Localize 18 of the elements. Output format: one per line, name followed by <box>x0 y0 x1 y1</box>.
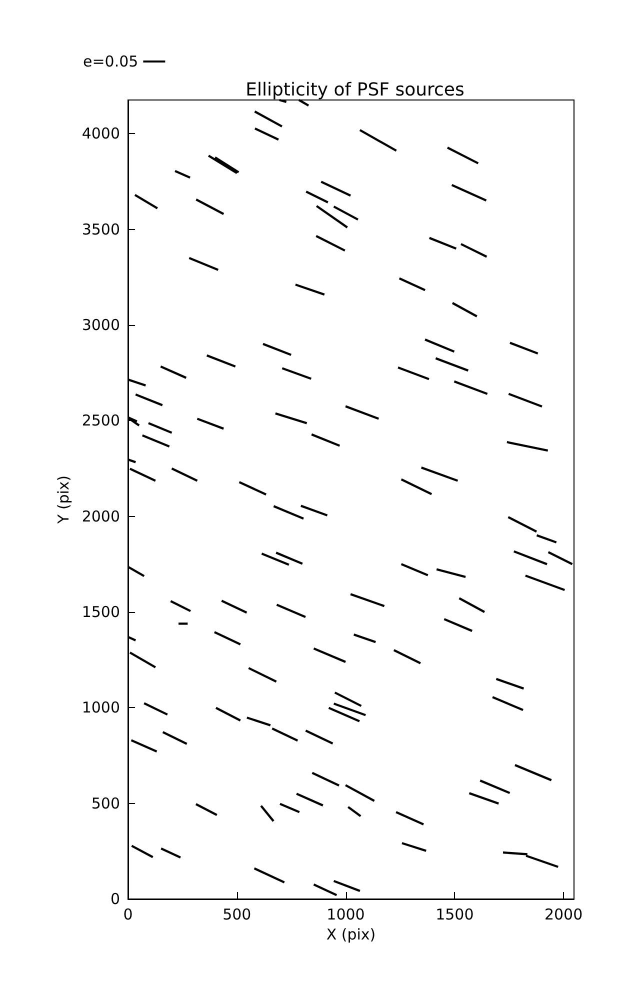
y-tick-label: 500 <box>91 794 120 812</box>
y-tick-label: 4000 <box>82 124 120 143</box>
x-tick-label: 2000 <box>544 906 583 924</box>
y-tick-label: 2500 <box>82 412 120 430</box>
x-tick-label: 0 <box>123 906 133 924</box>
y-tick-label: 3500 <box>82 220 120 238</box>
x-tick-label: 1000 <box>326 906 365 924</box>
y-tick-label: 0 <box>110 890 120 908</box>
y-tick-label: 2000 <box>82 507 120 526</box>
chart-title: Ellipticity of PSF sources <box>246 80 464 100</box>
x-axis-title: X (pix) <box>326 926 376 944</box>
legend-label: e=0.05 <box>82 52 138 70</box>
y-axis-title: Y (pix) <box>54 475 72 525</box>
x-tick-label: 500 <box>222 906 252 924</box>
x-tick-label: 1500 <box>436 906 474 924</box>
y-tick-label: 1000 <box>82 698 120 717</box>
y-tick-label: 3000 <box>82 316 120 334</box>
y-tick-label: 1500 <box>82 603 120 622</box>
